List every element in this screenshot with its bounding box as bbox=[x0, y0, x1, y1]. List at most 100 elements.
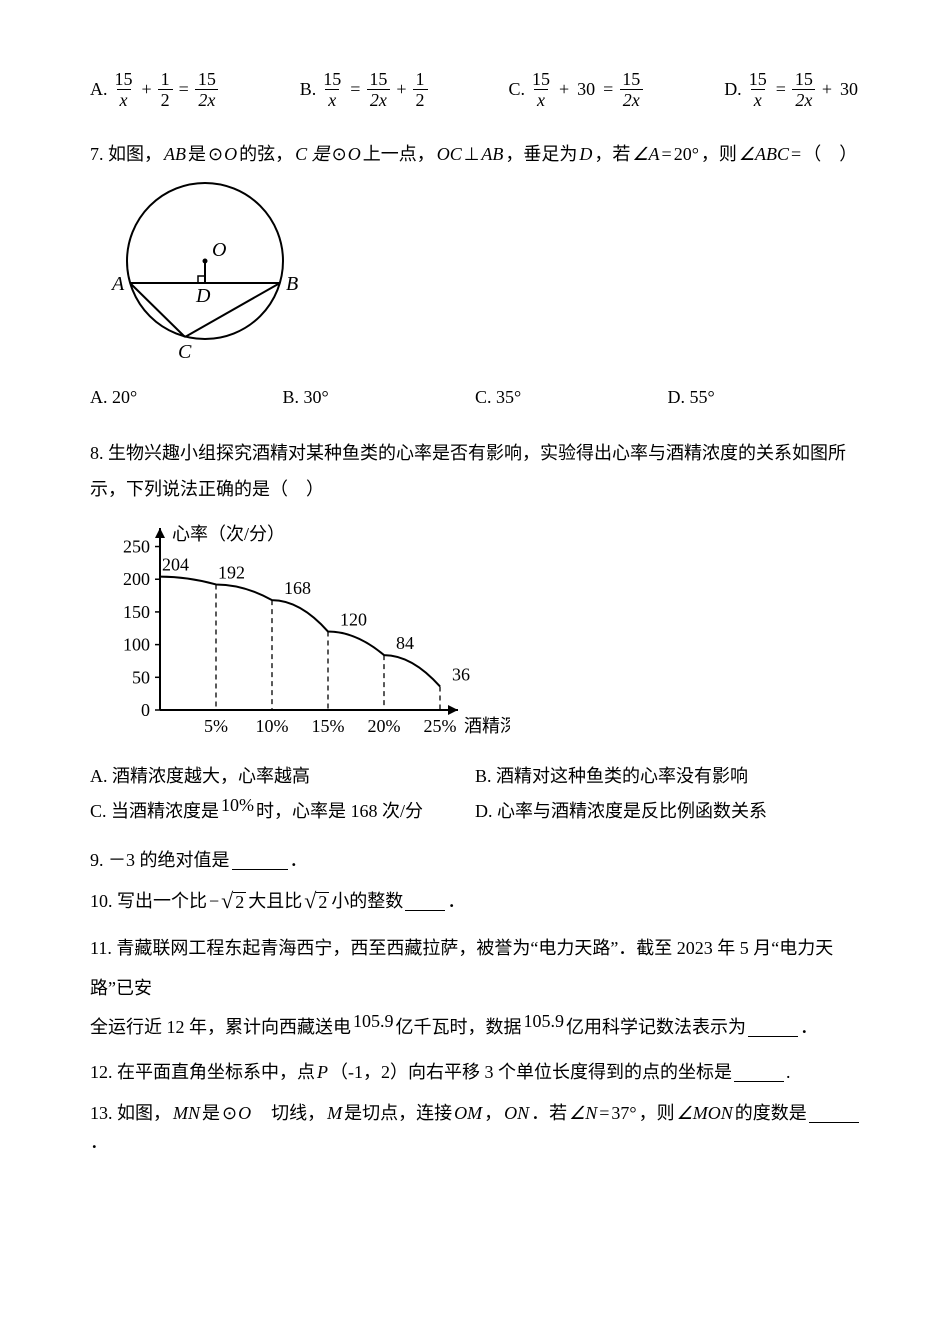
svg-text:C: C bbox=[178, 341, 192, 363]
q7-if: ，若 bbox=[594, 141, 630, 168]
fraction: 12 bbox=[158, 70, 173, 109]
q7-then: ，则 bbox=[701, 141, 737, 168]
opt-label: C. bbox=[508, 76, 525, 103]
q6-optD: D. 15x = 152x + 30 bbox=[724, 70, 860, 109]
fraction: 15x bbox=[529, 70, 553, 109]
fraction: 152x bbox=[619, 70, 643, 109]
plus-op: + bbox=[394, 76, 408, 103]
svg-text:168: 168 bbox=[284, 578, 311, 598]
fill-blank[interactable] bbox=[748, 1018, 798, 1037]
svg-text:150: 150 bbox=[123, 602, 150, 622]
fraction: 15x bbox=[112, 70, 136, 109]
q7-Cis: C 是 bbox=[295, 141, 330, 168]
svg-text:84: 84 bbox=[396, 633, 414, 653]
circle-O-icon: O bbox=[332, 141, 361, 168]
q6-options-row: A. 15x + 12 = 152x B. 15x = 152x + 12 C.… bbox=[90, 70, 860, 109]
svg-text:A: A bbox=[110, 273, 125, 295]
q11-l2: 全运行近 12 年，累计向西藏送电 105.9 亿千瓦时，数据 105.9 亿用… bbox=[90, 1014, 860, 1041]
q7-chord: 的弦， bbox=[239, 141, 293, 168]
q8-optA: A. 酒精浓度越大，心率越高 bbox=[90, 763, 475, 790]
sqrt-icon: √2 bbox=[304, 892, 329, 911]
sqrt-icon: √2 bbox=[221, 892, 246, 911]
svg-text:120: 120 bbox=[340, 610, 367, 630]
fill-blank[interactable] bbox=[405, 892, 445, 911]
plus-op: + bbox=[557, 76, 571, 103]
opt-label: B. bbox=[300, 76, 317, 103]
q7-optC: C. 35 bbox=[475, 384, 668, 411]
fraction: 152x bbox=[366, 70, 390, 109]
equals-op: = bbox=[774, 76, 788, 103]
q9: 9. －3 的绝对值是 ． bbox=[90, 847, 860, 874]
q8-chart: 0501001502002505%10%15%20%25%心率（次/分）酒精深度… bbox=[90, 515, 860, 753]
q10: 10. 写出一个比 − √2 大且比 √2 小的整数 ． bbox=[90, 888, 860, 915]
q11-l1: 11. 青藏联网工程东起青海西宁，西至西藏拉萨，被誉为“电力天路”．截至 202… bbox=[90, 929, 860, 1008]
circle-O-icon: O bbox=[208, 141, 237, 168]
svg-text:200: 200 bbox=[123, 569, 150, 589]
svg-text:B: B bbox=[286, 273, 298, 295]
q7-AB2: AB bbox=[481, 141, 503, 168]
q7-foot: ，垂足为 bbox=[505, 141, 577, 168]
fraction: 152x bbox=[792, 70, 816, 109]
q8-optC: C. 当酒精浓度是 10% 时，心率是 168 次/分 bbox=[90, 798, 475, 825]
svg-text:心率（次/分）: 心率（次/分） bbox=[172, 524, 285, 544]
q8-options: A. 酒精浓度越大，心率越高 B. 酒精对这种鱼类的心率没有影响 C. 当酒精浓… bbox=[90, 763, 860, 833]
q13: 13. 如图， MN 是 O 切线， M 是切点，连接 OM ， ON ．若 ∠… bbox=[90, 1100, 860, 1156]
svg-text:20%: 20% bbox=[368, 716, 401, 736]
svg-text:O: O bbox=[212, 239, 226, 261]
fraction: 12 bbox=[413, 70, 428, 109]
fill-blank[interactable] bbox=[232, 851, 288, 870]
q7-OC: OC bbox=[437, 141, 462, 168]
angle-ABC: ∠ABC bbox=[739, 141, 789, 168]
q8-optB: B. 酒精对这种鱼类的心率没有影响 bbox=[475, 763, 860, 790]
svg-text:250: 250 bbox=[123, 537, 150, 557]
svg-text:204: 204 bbox=[162, 555, 189, 575]
q12: 12. 在平面直角坐标系中，点 P （-1，2）向右平移 3 个单位长度得到的点… bbox=[90, 1059, 860, 1086]
fill-blank[interactable] bbox=[809, 1104, 859, 1123]
q7-figure: O A B D C bbox=[90, 176, 860, 374]
q7-options: A. 20 B. 30 C. 35 D. 55 bbox=[90, 384, 860, 411]
q7-AB: AB bbox=[164, 141, 186, 168]
q7-prefix: 7. 如图， bbox=[90, 141, 162, 168]
opt-label: A. bbox=[90, 76, 108, 103]
q6-optC: C. 15x + 30 = 152x bbox=[508, 70, 643, 109]
circle-O-icon: O bbox=[222, 1100, 251, 1127]
plus-op: + bbox=[140, 76, 154, 103]
svg-text:192: 192 bbox=[218, 562, 245, 582]
q7-optA: A. 20 bbox=[90, 384, 283, 411]
equals-op: = bbox=[601, 76, 615, 103]
q7-D: D bbox=[579, 141, 592, 168]
svg-text:10%: 10% bbox=[256, 716, 289, 736]
plus-op: + bbox=[820, 76, 834, 103]
angle-val: 20 bbox=[674, 141, 699, 168]
q7-optB: B. 30 bbox=[283, 384, 476, 411]
fill-blank[interactable] bbox=[734, 1063, 784, 1082]
q8-optD: D. 心率与酒精浓度是反比例函数关系 bbox=[475, 798, 860, 825]
q7-is: 是 bbox=[188, 141, 206, 168]
const: 30 bbox=[575, 76, 597, 103]
svg-text:酒精深度: 酒精深度 bbox=[464, 716, 510, 736]
svg-text:36: 36 bbox=[452, 664, 470, 684]
eq: = bbox=[791, 141, 801, 168]
fraction: 15x bbox=[746, 70, 770, 109]
svg-text:D: D bbox=[195, 285, 211, 307]
equals-op: = bbox=[348, 76, 362, 103]
q7-optD: D. 55 bbox=[668, 384, 861, 411]
svg-text:25%: 25% bbox=[424, 716, 457, 736]
svg-text:5%: 5% bbox=[204, 716, 228, 736]
opt-label: D. bbox=[724, 76, 742, 103]
line-chart-icon: 0501001502002505%10%15%20%25%心率（次/分）酒精深度… bbox=[90, 515, 510, 745]
angle-A: ∠A bbox=[632, 141, 659, 168]
circle-diagram-icon: O A B D C bbox=[90, 176, 320, 366]
page: A. 15x + 12 = 152x B. 15x = 152x + 12 C.… bbox=[0, 0, 950, 1344]
svg-text:100: 100 bbox=[123, 635, 150, 655]
q7-paren: （ ） bbox=[803, 141, 857, 168]
fraction: 152x bbox=[195, 70, 219, 109]
svg-text:50: 50 bbox=[132, 667, 150, 687]
q7-onpt: 上一点， bbox=[363, 141, 435, 168]
svg-text:15%: 15% bbox=[312, 716, 345, 736]
q6-optB: B. 15x = 152x + 12 bbox=[300, 70, 428, 109]
q8-text: 8. 生物兴趣小组探究酒精对某种鱼类的心率是否有影响，实验得出心率与酒精浓度的关… bbox=[90, 435, 860, 507]
const: 30 bbox=[838, 76, 860, 103]
q7-text: 7. 如图， AB 是 O 的弦， C 是 O 上一点， OC ⊥ AB ，垂足… bbox=[90, 141, 860, 168]
fraction: 15x bbox=[320, 70, 344, 109]
